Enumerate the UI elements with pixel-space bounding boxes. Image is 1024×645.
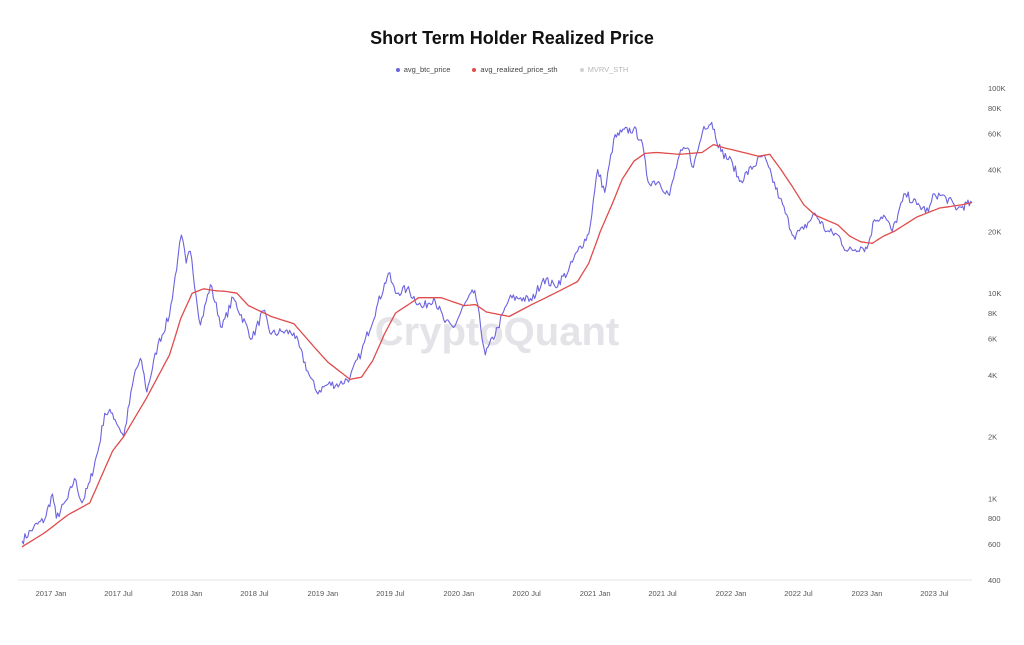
x-tick-label: 2023 Jan — [852, 589, 883, 598]
x-tick-label: 2020 Jul — [512, 589, 541, 598]
y-tick-label: 2K — [988, 433, 997, 442]
x-tick-label: 2018 Jul — [240, 589, 269, 598]
watermark-text: CryptoQuant — [375, 310, 619, 354]
y-tick-label: 800 — [988, 514, 1001, 523]
x-tick-label: 2017 Jul — [104, 589, 133, 598]
legend-label-avg-realized-price-sth: avg_realized_price_sth — [480, 65, 558, 74]
x-tick-label: 2023 Jul — [920, 589, 949, 598]
x-tick-label: 2021 Jan — [580, 589, 611, 598]
x-tick-label: 2018 Jan — [172, 589, 203, 598]
legend-item-mvrv-sth[interactable]: MVRV_STH — [579, 65, 629, 74]
chart-title: Short Term Holder Realized Price — [370, 28, 654, 48]
y-tick-label: 60K — [988, 130, 1001, 139]
series-line-avg-realized-price-sth — [21, 143, 973, 548]
x-tick-label: 2017 Jan — [36, 589, 67, 598]
y-tick-label: 100K — [988, 84, 1006, 93]
legend-item-avg-realized-price-sth[interactable]: avg_realized_price_sth — [472, 65, 558, 74]
x-tick-label: 2020 Jan — [443, 589, 474, 598]
y-tick-label: 80K — [988, 104, 1001, 113]
legend-marker-avg-realized-price-sth — [472, 67, 477, 72]
x-tick-label: 2019 Jan — [307, 589, 338, 598]
y-tick-label: 1K — [988, 494, 997, 503]
y-tick-label: 8K — [988, 309, 997, 318]
y-tick-label: 4K — [988, 371, 997, 380]
chart-legend: avg_btc_price avg_realized_price_sth MVR… — [0, 65, 1024, 74]
x-tick-label: 2022 Jul — [784, 589, 813, 598]
legend-label-mvrv-sth: MVRV_STH — [587, 65, 629, 74]
x-tick-label: 2022 Jan — [716, 589, 747, 598]
y-tick-label: 6K — [988, 335, 997, 344]
legend-marker-mvrv-sth — [579, 67, 584, 72]
x-tick-label: 2021 Jul — [648, 589, 677, 598]
legend-marker-avg-btc-price — [395, 67, 400, 72]
y-tick-label: 20K — [988, 227, 1001, 236]
legend-item-avg-btc-price[interactable]: avg_btc_price — [395, 65, 451, 74]
y-tick-label: 600 — [988, 540, 1001, 549]
series-line-avg-btc-price — [21, 121, 973, 545]
legend-label-avg-btc-price: avg_btc_price — [403, 65, 451, 74]
y-tick-label: 10K — [988, 289, 1001, 298]
x-tick-label: 2019 Jul — [376, 589, 405, 598]
y-tick-label: 40K — [988, 166, 1001, 175]
y-tick-label: 400 — [988, 576, 1001, 585]
